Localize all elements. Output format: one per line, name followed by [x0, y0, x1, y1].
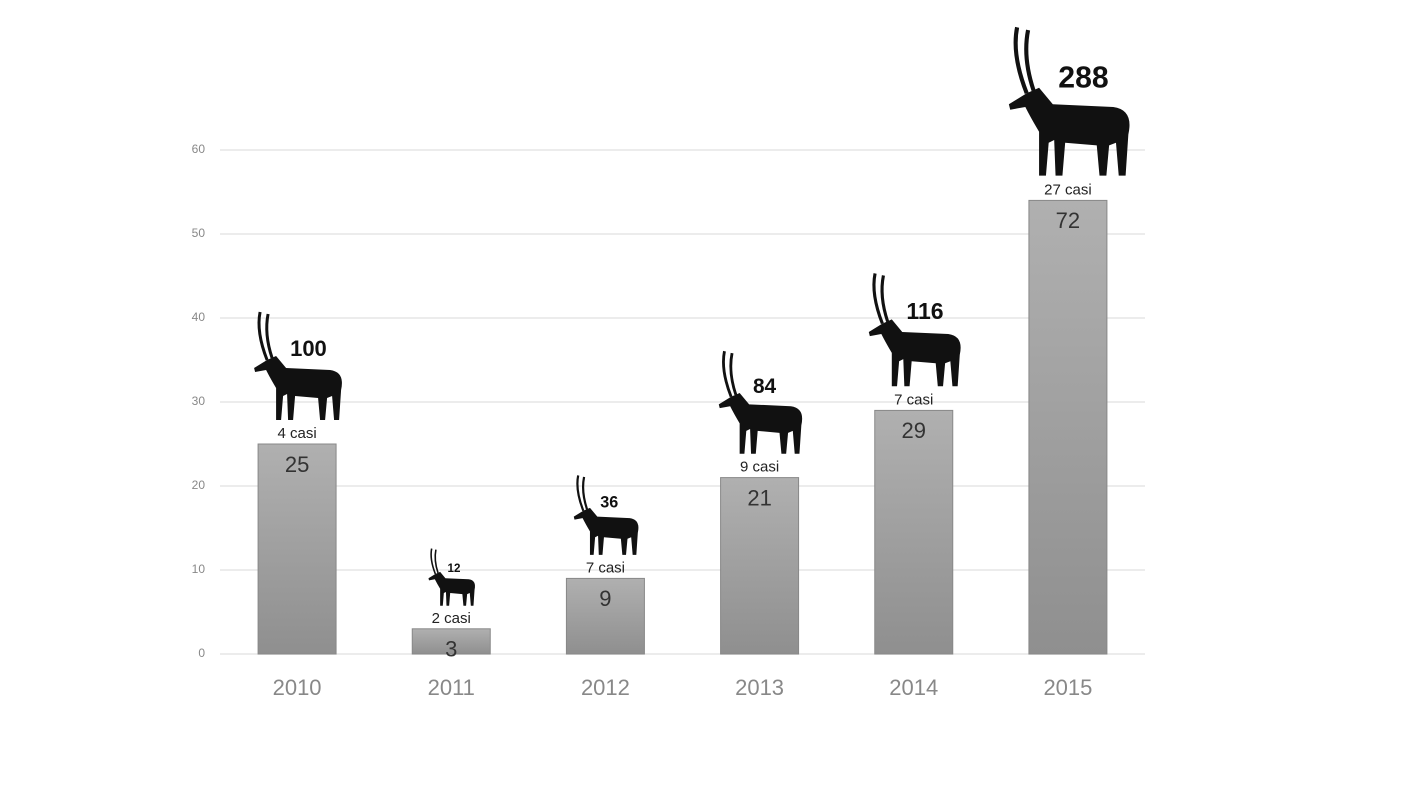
case-label: 7 casi [894, 391, 933, 408]
antelope-icon [254, 311, 342, 420]
antelope-body [1008, 87, 1130, 176]
case-label: 7 casi [586, 559, 625, 576]
icon-value-label: 84 [753, 375, 777, 398]
antelope-body [718, 392, 803, 454]
antelope-horns [1013, 26, 1036, 94]
bar [257, 443, 337, 655]
antelope-horns [872, 273, 890, 325]
case-label: 2 casi [432, 610, 471, 627]
y-tick-label: 40 [192, 310, 206, 324]
icon-value-label: 36 [600, 494, 618, 512]
antelope-horns [430, 548, 439, 575]
bar [874, 409, 954, 655]
bar [565, 577, 645, 655]
bar-label: 29 [902, 418, 926, 443]
antelope-body [428, 571, 475, 606]
x-tick-label: 2011 [428, 675, 475, 700]
bar [720, 477, 800, 655]
antelope-body [573, 507, 639, 555]
bar-label: 21 [747, 485, 771, 510]
antelope-icon [1008, 26, 1130, 176]
bar [1028, 199, 1108, 655]
antelope-body [868, 319, 961, 387]
y-tick-label: 50 [192, 226, 206, 240]
icon-value-label: 100 [290, 336, 327, 361]
case-label: 27 casi [1044, 181, 1092, 198]
case-label: 9 casi [740, 459, 779, 476]
bar-label: 72 [1056, 208, 1080, 233]
antelope-icon [573, 475, 639, 555]
y-tick-label: 30 [192, 394, 206, 408]
y-tick-label: 10 [192, 562, 206, 576]
antelope-icon [868, 273, 961, 387]
antelope-horns [722, 350, 738, 398]
antelope-icon [718, 350, 803, 454]
x-tick-label: 2012 [581, 675, 630, 700]
case-label: 4 casi [277, 425, 316, 442]
antelope-horns [576, 475, 589, 512]
y-tick-label: 60 [192, 142, 206, 156]
icon-value-label: 12 [448, 562, 461, 575]
y-tick-label: 20 [192, 478, 206, 492]
bar-label: 25 [285, 452, 309, 477]
x-tick-label: 2010 [273, 675, 322, 700]
bar-label: 3 [445, 637, 457, 662]
icon-value-label: 288 [1058, 61, 1108, 94]
bar-label: 9 [599, 586, 611, 611]
x-tick-label: 2013 [735, 675, 784, 700]
icon-value-label: 116 [906, 298, 943, 324]
x-tick-label: 2015 [1043, 675, 1092, 700]
antelope-icon [428, 548, 475, 606]
x-tick-label: 2014 [889, 675, 938, 700]
antelope-horns [257, 311, 274, 361]
y-tick-label: 0 [198, 646, 205, 660]
antelope-body [254, 356, 342, 420]
bar [411, 628, 491, 655]
